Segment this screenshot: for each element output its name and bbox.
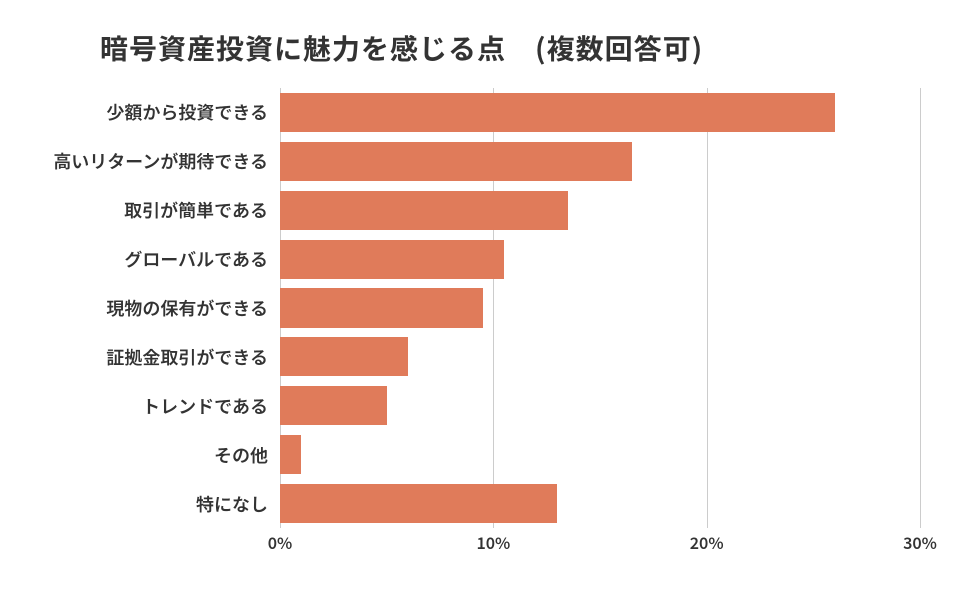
category-label: 現物の保有ができる [40,295,280,321]
category-label: その他 [40,442,280,468]
bar-row: その他 [40,430,920,479]
bar-row: 特になし [40,479,920,528]
category-label: グローバルである [40,246,280,272]
bar-track [280,235,920,284]
bar-row: 高いリターンが期待できる [40,137,920,186]
chart-plot: 0%10%20%30% 少額から投資できる高いリターンが期待できる取引が簡単であ… [40,88,920,558]
category-label: 取引が簡単である [40,197,280,223]
category-label: 特になし [40,491,280,517]
bar [280,386,387,425]
bar-track [280,332,920,381]
bar-track [280,88,920,137]
bar [280,191,568,230]
category-label: トレンドである [40,393,280,419]
x-tick-label: 0% [268,530,293,554]
bar [280,288,483,327]
x-tick-label: 10% [476,530,510,554]
bar [280,240,504,279]
bar-track [280,381,920,430]
bar-row: 現物の保有ができる [40,284,920,333]
bar-track [280,284,920,333]
category-label: 証拠金取引ができる [40,344,280,370]
chart-title: 暗号資産投資に魅力を感じる点 (複数回答可) [100,28,920,68]
bar-track [280,479,920,528]
bar-row: 取引が簡単である [40,186,920,235]
bar-row: 少額から投資できる [40,88,920,137]
x-tick-label: 30% [903,530,937,554]
x-tick-label: 20% [690,530,724,554]
category-label: 高いリターンが期待できる [40,148,280,174]
chart-container: 暗号資産投資に魅力を感じる点 (複数回答可) 0% 10% 20% 30% 少額から投… [0,0,960,600]
bar [280,435,301,474]
bar [280,142,632,181]
bar-track [280,137,920,186]
bar-row: トレンドである [40,381,920,430]
bar [280,337,408,376]
bar [280,484,557,523]
bar-track [280,430,920,479]
bar-row: 証拠金取引ができる [40,332,920,381]
bar-row: グローバルである [40,235,920,284]
bar-track [280,186,920,235]
gridline [920,88,921,528]
bar [280,93,835,132]
category-label: 少額から投資できる [40,99,280,125]
